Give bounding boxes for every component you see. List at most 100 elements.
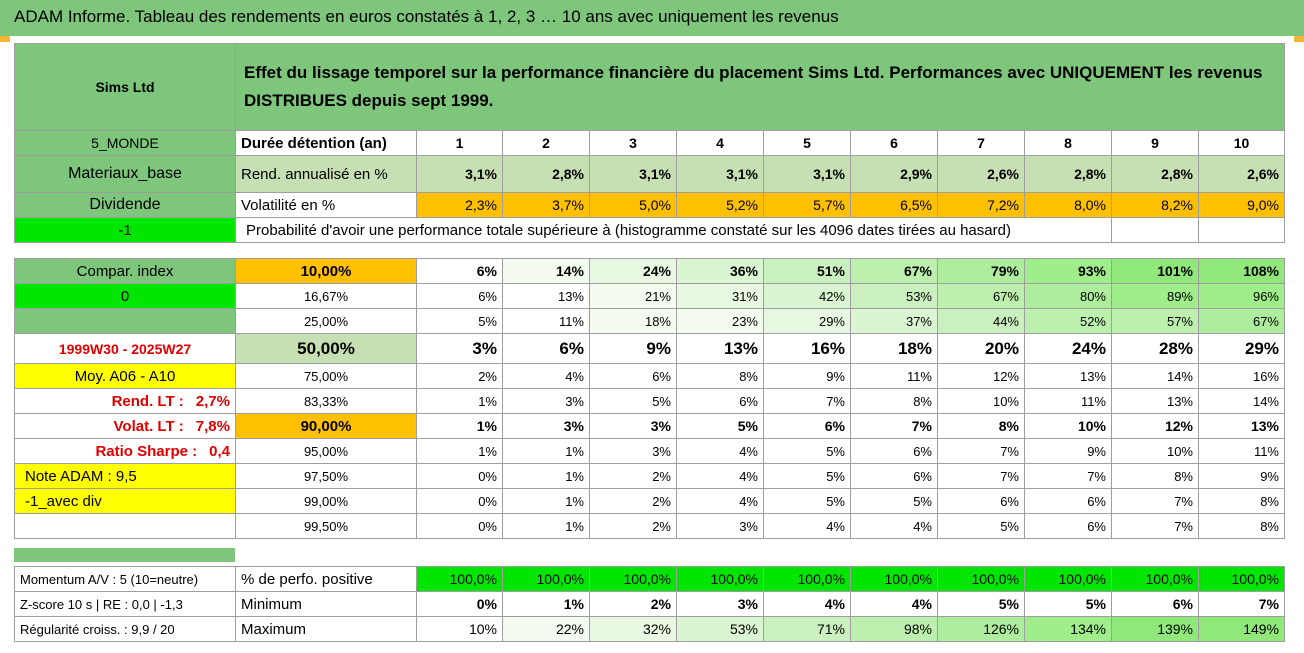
vol-cell: 9,0% <box>1198 192 1285 218</box>
quantile-value-cell: 28% <box>1111 333 1199 364</box>
performance-table: Sims Ltd Effet du lissage temporel sur l… <box>14 43 1285 243</box>
pos-value-cell: 100,0% <box>416 566 503 592</box>
max-left-label: Régularité croiss. : 9,9 / 20 <box>14 616 236 642</box>
quantile-value-cell: 1% <box>416 438 503 464</box>
quantile-value-cell: 12% <box>937 363 1025 389</box>
year-cell: 3 <box>589 130 677 156</box>
rend-lt: Rend. LT : 2,7% <box>14 388 236 414</box>
year-cell: 9 <box>1111 130 1199 156</box>
quantile-value-cell: 14% <box>1111 363 1199 389</box>
quantile-value-cell: 4% <box>502 363 590 389</box>
quantile-value-cell: 1% <box>502 513 590 539</box>
year-cell: 6 <box>850 130 938 156</box>
quantile-value-cell: 13% <box>1111 388 1199 414</box>
quantile-value-cell: 5% <box>416 308 503 334</box>
separator <box>0 36 1304 42</box>
quantile-value-cell: 6% <box>589 363 677 389</box>
summary-table: Momentum A/V : 5 (10=neutre)% de perfo. … <box>14 566 1285 642</box>
quantile-value-cell: 93% <box>1024 258 1112 284</box>
quantile-value-cell: 23% <box>676 308 764 334</box>
pos-value-cell: 100,0% <box>937 566 1025 592</box>
quantile-value-cell: 7% <box>763 388 851 414</box>
quantile-value-cell: 3% <box>589 438 677 464</box>
vol-label: Volatilité en % <box>235 192 417 218</box>
quantile-value-cell: 3% <box>676 513 764 539</box>
quantile-value-cell: 0% <box>416 463 503 489</box>
quantile-value-cell: 4% <box>676 488 764 514</box>
quantile-table: Compar. index 10,00% 6% 14% 24% 36% 51% 67% 79% 9… <box>14 258 1285 539</box>
quantile-value-cell: 6% <box>850 438 938 464</box>
quantile-label: 83,33% <box>235 388 417 414</box>
max-value-cell: 32% <box>589 616 677 642</box>
duree-label: Durée détention (an) <box>235 130 417 156</box>
quantile-value-cell: 11% <box>1024 388 1112 414</box>
quantile-value-cell: 7% <box>850 413 938 439</box>
min-value-cell: 4% <box>763 591 851 617</box>
quantile-label: 97,50% <box>235 463 417 489</box>
max-value-cell: 71% <box>763 616 851 642</box>
year-cell: 10 <box>1198 130 1285 156</box>
year-cell: 5 <box>763 130 851 156</box>
quantile-value-cell: 89% <box>1111 283 1199 309</box>
rend-cell: 3,1% <box>589 155 677 193</box>
max-value-cell: 134% <box>1024 616 1112 642</box>
quantile-value-cell: 3% <box>416 333 503 364</box>
quantile-value-cell: 13% <box>1024 363 1112 389</box>
pos-value-cell: 100,0% <box>1111 566 1199 592</box>
sharpe-ratio-value: 0,4 <box>209 442 230 460</box>
max-value-cell: 139% <box>1111 616 1199 642</box>
vol-cell: 8,2% <box>1111 192 1199 218</box>
quantile-label: 75,00% <box>235 363 417 389</box>
quantile-value-cell: 7% <box>1111 513 1199 539</box>
quantile-value-cell: 44% <box>937 308 1025 334</box>
pos-value-cell: 100,0% <box>850 566 938 592</box>
quantile-value-cell: 67% <box>937 283 1025 309</box>
quantile-value-cell: 1% <box>502 463 590 489</box>
quantile-value-cell: 5% <box>589 388 677 414</box>
quantile-value-cell: 8% <box>676 363 764 389</box>
rend-cell: 3,1% <box>676 155 764 193</box>
quantile-value-cell: 18% <box>850 333 938 364</box>
min-value-cell: 6% <box>1111 591 1199 617</box>
quantile-value-cell: 24% <box>1024 333 1112 364</box>
max-row-label: Maximum <box>235 616 417 642</box>
quantile-value-cell: 31% <box>676 283 764 309</box>
vol-cell: 7,2% <box>937 192 1025 218</box>
quantile-value-cell: 0% <box>416 513 503 539</box>
quantile-value-cell: 5% <box>850 488 938 514</box>
quantile-value-cell: 1% <box>416 413 503 439</box>
quantile-value-cell: 6% <box>502 333 590 364</box>
quantile-value-cell: 5% <box>763 438 851 464</box>
rend-cell: 2,6% <box>1198 155 1285 193</box>
volat-lt-value: 7,8% <box>195 417 230 435</box>
min-value-cell: 0% <box>416 591 503 617</box>
header-text: Effet du lissage temporel sur la perform… <box>235 43 1285 131</box>
quantile-value-cell: 6% <box>676 388 764 414</box>
quantile-value-cell: 101% <box>1111 258 1199 284</box>
min-value-cell: 3% <box>676 591 764 617</box>
corner-mark-left <box>0 36 10 42</box>
quantile-value-cell: 80% <box>1024 283 1112 309</box>
quantile-label: 16,67% <box>235 283 417 309</box>
quantile-value-cell: 6% <box>1024 513 1112 539</box>
quantile-value-cell: 67% <box>1198 308 1285 334</box>
quantile-value-cell: 21% <box>589 283 677 309</box>
zero-cell: 0 <box>14 283 236 309</box>
quantile-value-cell: 8% <box>850 388 938 414</box>
quantile-value-cell: 11% <box>1198 438 1285 464</box>
period-label: 1999W30 - 2025W27 <box>14 333 236 364</box>
quantile-value-cell: 2% <box>589 463 677 489</box>
pos-row-label: % de perfo. positive <box>235 566 417 592</box>
quantile-value-cell: 8% <box>1198 488 1285 514</box>
note-adam: Note ADAM : 9,5 <box>14 463 236 489</box>
company-name: Sims Ltd <box>14 43 236 131</box>
neg-one-cell: -1 <box>14 217 236 243</box>
quantile-value-cell: 0% <box>416 488 503 514</box>
quantile-label: 99,00% <box>235 488 417 514</box>
quantile-value-cell: 7% <box>1111 488 1199 514</box>
quantile-value-cell: 13% <box>1198 413 1285 439</box>
quantile-value-cell: 16% <box>1198 363 1285 389</box>
vol-cell: 5,7% <box>763 192 851 218</box>
quantile-value-cell: 96% <box>1198 283 1285 309</box>
quantile-value-cell: 10% <box>1111 438 1199 464</box>
